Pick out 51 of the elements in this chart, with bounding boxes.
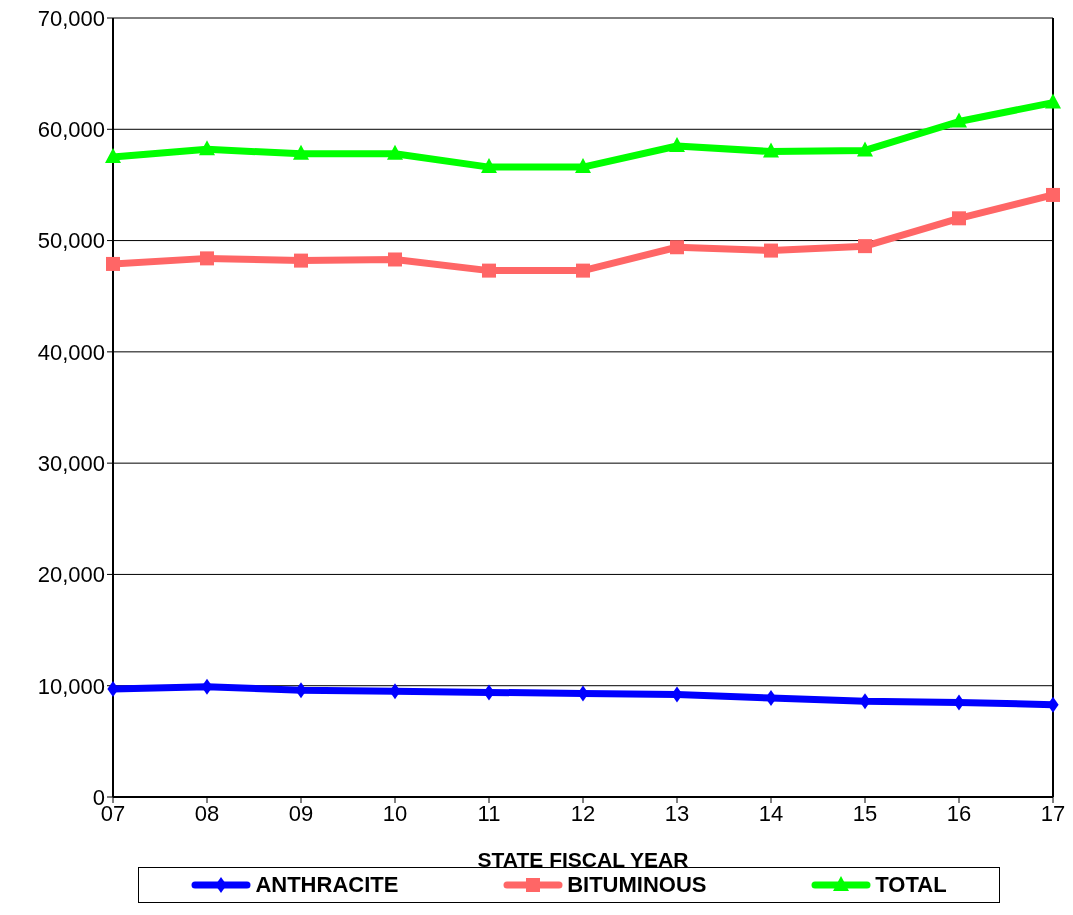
y-tick-label: 10,000 bbox=[37, 673, 105, 699]
x-tick-label: 12 bbox=[570, 800, 596, 826]
point bbox=[952, 211, 966, 226]
point bbox=[199, 140, 215, 156]
y-tick-label: 60,000 bbox=[37, 117, 105, 143]
point bbox=[857, 141, 873, 157]
point bbox=[294, 253, 308, 268]
point bbox=[481, 158, 497, 174]
point bbox=[1047, 696, 1059, 713]
point bbox=[295, 682, 307, 699]
point bbox=[389, 683, 401, 700]
point bbox=[764, 243, 778, 258]
point bbox=[763, 142, 779, 158]
y-tick-label: 40,000 bbox=[37, 339, 105, 365]
point bbox=[953, 694, 965, 711]
point bbox=[388, 252, 402, 267]
legend-label: ANTHRACITE bbox=[255, 872, 399, 898]
point bbox=[951, 112, 967, 128]
y-tick-label: 70,000 bbox=[37, 5, 105, 31]
point bbox=[200, 251, 214, 266]
point bbox=[859, 693, 871, 710]
y-tick-label: 50,000 bbox=[37, 228, 105, 254]
point bbox=[575, 158, 591, 174]
point bbox=[1045, 93, 1061, 109]
x-tick-label: 13 bbox=[664, 800, 690, 826]
x-tick-label: 08 bbox=[194, 800, 220, 826]
point bbox=[482, 263, 496, 278]
point bbox=[293, 144, 309, 160]
point bbox=[669, 136, 685, 152]
y-tick-label: 30,000 bbox=[37, 450, 105, 476]
point bbox=[105, 148, 121, 164]
x-axis-title: STATE FISCAL YEAR bbox=[477, 848, 689, 871]
y-tick-label: 20,000 bbox=[37, 562, 105, 588]
point bbox=[576, 263, 590, 278]
x-tick-label: 14 bbox=[758, 800, 784, 826]
x-tick-label: 16 bbox=[946, 800, 972, 826]
point bbox=[670, 240, 684, 255]
legend-label: TOTAL bbox=[875, 872, 947, 898]
x-tick-label: 11 bbox=[477, 800, 501, 826]
point bbox=[106, 256, 120, 271]
x-tick-label: 10 bbox=[382, 800, 408, 826]
x-tick-label: 17 bbox=[1040, 800, 1066, 826]
point bbox=[201, 678, 213, 695]
x-tick-label: 15 bbox=[852, 800, 878, 826]
point bbox=[765, 689, 777, 706]
point bbox=[858, 239, 872, 254]
point bbox=[107, 681, 119, 698]
x-tick-label: 09 bbox=[288, 800, 314, 826]
point bbox=[387, 144, 403, 160]
legend-label: BITUMINOUS bbox=[567, 872, 707, 898]
point bbox=[1046, 187, 1060, 202]
